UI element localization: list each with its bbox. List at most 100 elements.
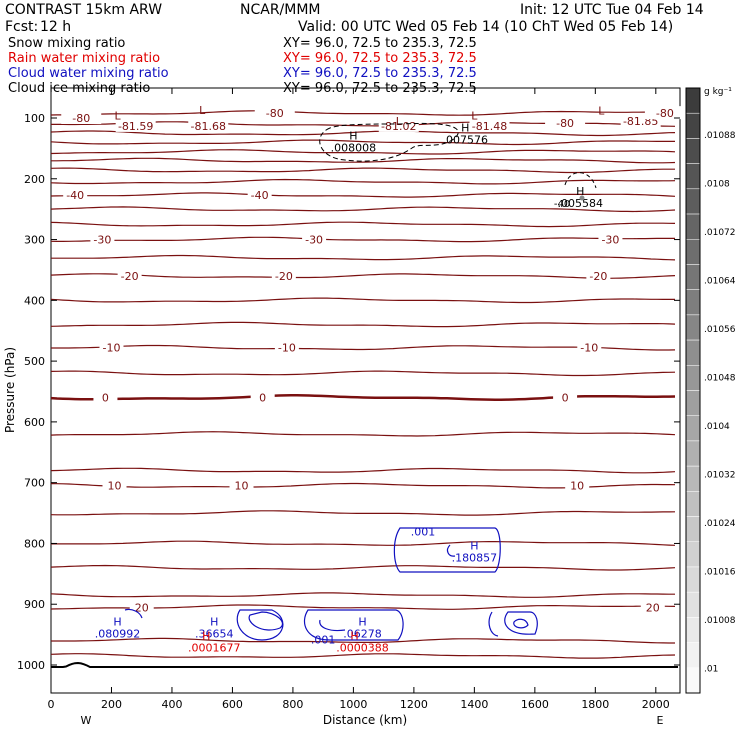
y-tick-label: 200 [24, 173, 45, 186]
legend-entry: Rain water mixing ratio [8, 51, 160, 66]
colorbar-segment [685, 390, 701, 416]
colorbar-label: .01008 [704, 616, 736, 626]
cloud-water-max-value: .36654 [195, 627, 234, 640]
cloud-water-max-marker: H [470, 540, 478, 553]
x-tick-label: 1400 [460, 698, 488, 711]
temperature-contour [50, 130, 676, 137]
colorbar-segment [685, 642, 701, 669]
colorbar-segment [685, 264, 701, 290]
contour-label: 10 [570, 480, 584, 493]
plot-frame [50, 87, 681, 694]
cloud-water-contour [248, 611, 283, 631]
temperature-contour [50, 167, 675, 174]
temperature-contour [50, 653, 676, 659]
valid-time: Valid: 00 UTC Wed 05 Feb 14 (10 ChT Wed … [298, 19, 673, 35]
contour-label: 0 [259, 392, 266, 405]
cloud-water-contour [303, 609, 404, 641]
cloud-water-contour [236, 609, 284, 641]
colorbar-label: .01072 [704, 228, 736, 238]
contour-label: 10 [235, 480, 249, 493]
contour-label: -30 [305, 234, 323, 247]
axes: 0 200 400 600 800 1000 1200 1400 1600 1800 2000100… [17, 88, 680, 727]
contour-label: -10 [278, 342, 296, 355]
contour-label-bg [598, 232, 623, 246]
temperature-contour [50, 273, 676, 279]
legend-xy: XY= 96.0, 72.5 to 235.3, 72.5 [283, 66, 477, 81]
cloud-water-contour [393, 527, 501, 573]
y-tick-label: 300 [24, 234, 45, 247]
cloud-water-contour [319, 619, 346, 632]
organization: NCAR/MMM [240, 2, 321, 18]
x-tick-label: 200 [101, 698, 122, 711]
cloud-water-max-marker: H [210, 615, 218, 628]
colorbar-segment [685, 188, 701, 215]
contour-label-bg [99, 340, 124, 354]
x-tick-label: 800 [282, 698, 303, 711]
west-label: W [81, 714, 92, 727]
contour-label: -30 [601, 234, 619, 247]
tropopause-label-bg [644, 106, 685, 120]
colorbar-segment [685, 465, 701, 492]
contour-label-bg [117, 269, 142, 283]
terrain-line [51, 661, 678, 668]
ice-contour [564, 172, 597, 189]
contour-label: -20 [275, 270, 293, 283]
temperature-contour [51, 637, 675, 644]
contour-label: 20 [646, 601, 660, 614]
init-time: Init: 12 UTC Tue 04 Feb 14 [520, 2, 704, 18]
colorbar-segment [685, 365, 701, 391]
contour-label: -10 [580, 342, 598, 355]
contour-label-bg [63, 188, 88, 202]
x-tick-label: 1000 [339, 698, 367, 711]
colorbar: .01088 .0108 .01072 .01064 .01056 .01048 .0104… [685, 87, 736, 694]
x-axis-label: Distance (km) [323, 713, 407, 727]
legend-entry: Cloud water mixing ratio [8, 66, 169, 81]
cloud-water-contour [124, 608, 143, 619]
contour-label-bg [640, 600, 665, 614]
ice-max-marker: H [576, 185, 584, 198]
y-tick-label: 500 [24, 355, 45, 368]
contour-label-bg [271, 269, 296, 283]
contour-label: -40 [66, 189, 84, 202]
temperature-contour [50, 510, 676, 516]
temperature-contour [50, 110, 676, 116]
contour-label-bg [302, 232, 327, 246]
contour-label-bg [565, 478, 590, 492]
low-marker: L [598, 105, 605, 118]
contour-label-bg [93, 390, 118, 404]
colorbar-segment [685, 440, 701, 467]
temperature-contour [50, 394, 676, 401]
temperature-contour [51, 344, 676, 351]
temperature-contour [50, 139, 675, 146]
y-tick-label: 700 [24, 477, 45, 490]
colorbar-label: .0104 [704, 422, 730, 432]
rain-max-value: .0000388 [336, 641, 389, 654]
chart-annotations: -80-81.59 -81.68-80-81.02 -81.48 -80 -81.85-… [61, 104, 685, 654]
temperature-contour [51, 540, 676, 546]
temperature-contour [50, 178, 676, 185]
cloud-water-contour [513, 618, 529, 629]
cloud-water-contour-label: .001 [411, 525, 436, 538]
ice-max-value: .007576 [443, 133, 489, 146]
cloud-water-max-value: .06278 [343, 627, 382, 640]
tropopause-label: -81.59 [118, 120, 153, 133]
cloud-water-max-marker: H [358, 615, 366, 628]
contour-label-bg [250, 390, 275, 404]
contour-label-bg [102, 478, 127, 492]
contour-label-bg [90, 232, 115, 246]
temperature-contour [50, 206, 676, 213]
cloud-water-contour [488, 611, 499, 637]
tropopause-label: -80 [556, 117, 574, 130]
y-tick-label: 900 [24, 598, 45, 611]
colorbar-segment [685, 541, 701, 568]
contour-label-bg [586, 269, 611, 283]
tropopause-label-bg [254, 106, 295, 120]
contour-label: -20 [589, 270, 607, 283]
y-tick-label: 600 [24, 416, 45, 429]
contour-label: 20 [135, 601, 149, 614]
colorbar-frame [685, 87, 701, 694]
colorbar-segment [685, 667, 701, 694]
temperature-contour [50, 221, 676, 228]
temperature-contour [50, 149, 676, 155]
